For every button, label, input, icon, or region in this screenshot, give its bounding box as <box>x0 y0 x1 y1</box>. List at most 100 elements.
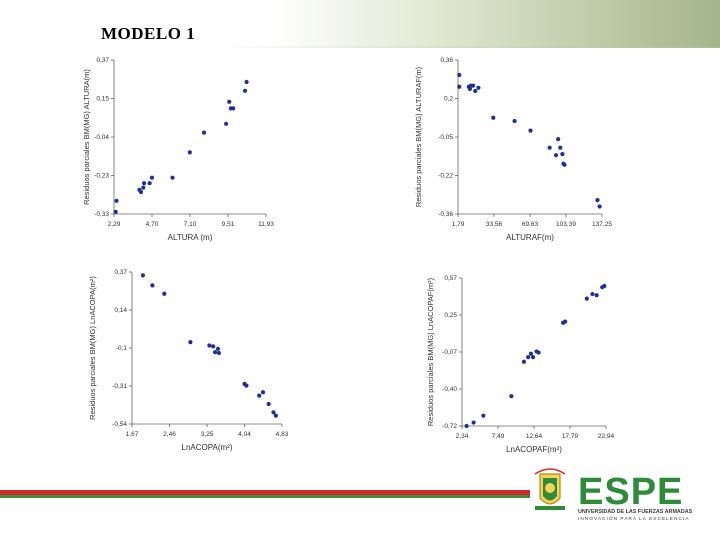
scatter-chart-lnacopa: 1,67 2,46 3,25 4,04 4,83 0,37 0,14 -0,1 -0,31 -0,… <box>88 269 289 452</box>
x-tick-label: 9,51 <box>222 221 235 228</box>
data-point <box>547 145 552 150</box>
x-tick-label: 69,63 <box>522 221 539 228</box>
data-point <box>138 189 144 195</box>
data-point <box>558 145 563 150</box>
y-tick-label: 0,25 <box>444 312 457 319</box>
data-point <box>260 390 266 395</box>
data-point <box>471 420 476 425</box>
y-tick-label: -0,36 <box>438 211 453 218</box>
data-point <box>211 344 216 349</box>
x-tick-label: 2,29 <box>108 221 121 228</box>
x-tick-label: 2,34 <box>456 433 469 440</box>
data-point <box>464 423 469 429</box>
x-tick-label: 11,93 <box>258 221 274 228</box>
x-tick-label: 12,64 <box>526 433 543 440</box>
y-tick-label: -0,04 <box>94 134 109 141</box>
y-axis-label: Residuos parciales BM(MG) ALTURA(m) <box>82 69 91 205</box>
y-tick-label: -0,72 <box>442 423 457 430</box>
data-point <box>457 72 462 78</box>
data-point <box>467 86 473 91</box>
data-point <box>526 355 531 360</box>
data-point <box>114 198 119 203</box>
x-tick-label: 1,79 <box>452 221 465 228</box>
data-point <box>530 355 536 360</box>
x-tick-label: 1,67 <box>126 431 139 438</box>
y-tick-label: -0,54 <box>112 421 127 428</box>
footer-stripe-green <box>0 495 530 498</box>
data-point <box>244 79 249 85</box>
y-tick-label: 0,57 <box>444 275 457 282</box>
y-axis-label: Residuos parciales BM(MG) LnACOPA(m²) <box>88 276 97 420</box>
x-tick-label: 2,46 <box>163 431 176 438</box>
data-point <box>216 350 221 356</box>
scatter-chart-lnacopaf: 2,34 7,49 12,64 17,79 22,94 0,57 0,25 -0,07 -0,4… <box>426 275 615 454</box>
data-point <box>231 106 236 111</box>
data-point <box>553 153 559 158</box>
y-tick-label: -0,23 <box>94 173 109 180</box>
y-tick-label: 0,2 <box>444 96 453 103</box>
x-axis-label: LnACOPAF(m²) <box>506 445 562 454</box>
scatter-chart-alturaf: 1,79 33,56 69,63 103,39 137,25 0,36 0,2 -0,05 -0… <box>414 57 612 242</box>
data-point <box>147 181 152 186</box>
y-tick-label: -0,33 <box>94 211 109 218</box>
data-point <box>536 350 541 355</box>
data-point <box>140 273 146 278</box>
data-point <box>597 204 602 209</box>
data-point <box>584 296 589 301</box>
data-point <box>242 88 248 93</box>
data-point <box>142 181 147 186</box>
data-point <box>512 118 517 124</box>
data-point <box>273 413 278 418</box>
y-tick-label: -0,1 <box>116 345 128 352</box>
data-point <box>215 346 221 351</box>
espe-logo: ESPE UNIVERSIDAD DE LAS FUERZAS ARMADAS … <box>534 468 693 522</box>
data-point <box>473 88 478 94</box>
data-point <box>150 283 155 288</box>
logo-brand: ESPE <box>578 471 683 513</box>
x-tick-label: 4,70 <box>146 221 159 228</box>
data-point <box>521 359 527 364</box>
x-tick-label: 103,39 <box>556 221 576 228</box>
y-axis-label: Residuos parciales BM(MG) LnACOPAF(m²) <box>426 277 435 426</box>
data-point <box>590 291 595 297</box>
data-point <box>244 383 249 388</box>
data-point <box>595 197 600 203</box>
x-tick-label: 3,25 <box>201 431 214 438</box>
x-axis-label: LnACOPA(m²) <box>182 443 233 452</box>
crest-icon <box>534 468 566 510</box>
data-point <box>476 85 481 90</box>
data-point <box>207 343 212 348</box>
data-point <box>170 175 175 180</box>
y-tick-label: 0,37 <box>114 269 127 276</box>
data-point <box>602 283 607 289</box>
data-point <box>562 162 567 167</box>
title-bar <box>0 0 720 48</box>
x-tick-label: 137,25 <box>592 221 612 228</box>
data-point <box>528 351 534 356</box>
title-divider <box>0 46 720 48</box>
scatter-chart-altura: 2,29 4,70 7,10 9,51 11,93 0,37 0,15 -0,04 -0,23 -… <box>82 57 274 242</box>
x-tick-label: 17,79 <box>562 433 579 440</box>
data-point <box>471 83 476 88</box>
y-tick-label: -0,40 <box>442 386 457 393</box>
y-tick-label: -0,22 <box>438 173 453 180</box>
logo-line1: UNIVERSIDAD DE LAS FUERZAS ARMADAS <box>578 509 693 515</box>
data-point <box>227 99 232 104</box>
data-point <box>162 291 167 296</box>
logo-line2: INNOVACIÓN PARA LA EXCELENCIA <box>578 515 689 522</box>
data-point <box>563 319 568 324</box>
x-axis-label: ALTURA (m) <box>168 233 213 242</box>
data-point <box>257 393 262 398</box>
data-point <box>224 121 229 126</box>
y-axis-label: Residuos parciales BM(MG) ALTURAF(m) <box>414 66 423 207</box>
data-point <box>556 137 561 142</box>
data-point <box>594 293 599 298</box>
y-tick-label: 0,37 <box>96 57 109 64</box>
data-point <box>141 185 146 190</box>
data-point <box>266 401 271 407</box>
data-point <box>113 209 118 214</box>
data-point <box>491 115 496 120</box>
data-point <box>201 130 207 135</box>
data-point <box>560 152 565 157</box>
data-point <box>271 410 276 415</box>
